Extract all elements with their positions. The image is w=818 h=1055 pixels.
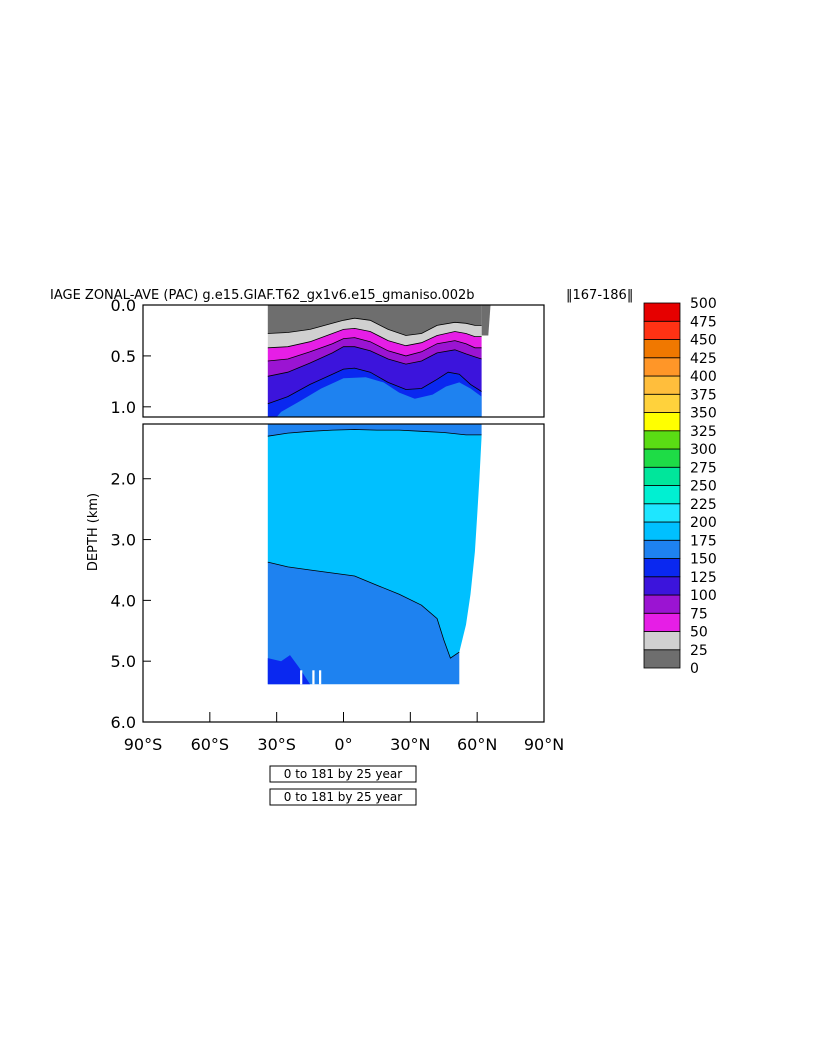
- contour-150: [267, 429, 482, 437]
- colorbar: 0 25 50 75 100 125 150 175 200 225 250 275 300 325 350…: [643, 296, 717, 677]
- land-gap-2: [312, 670, 315, 685]
- y-axis-label: DEPTH (km): [86, 493, 101, 571]
- colorbar-swatch-400: [643, 357, 681, 377]
- colorbar-swatch-0: [643, 649, 681, 669]
- colorbar-label-450: 450: [690, 333, 717, 349]
- upper-y-tick-label-1: 0.5: [111, 347, 136, 366]
- lower-band-deep-patch: [267, 655, 311, 685]
- colorbar-label-75: 75: [690, 606, 708, 622]
- colorbar-label-25: 25: [690, 643, 708, 659]
- contour-25: [267, 317, 482, 336]
- colorbar-swatch-475: [643, 302, 681, 322]
- upper-y-axis: 0.0 0.5 1.0: [111, 296, 151, 417]
- contour-100: [267, 346, 482, 377]
- colorbar-label-100: 100: [690, 588, 717, 604]
- colorbar-swatch-325: [643, 412, 681, 432]
- colorbar-label-275: 275: [690, 460, 717, 476]
- colorbar-label-200: 200: [690, 515, 717, 531]
- colorbar-label-150: 150: [690, 552, 717, 568]
- colorbar-label-0: 0: [690, 661, 699, 677]
- colorbar-label-175: 175: [690, 533, 717, 549]
- band-0-25: [267, 305, 482, 336]
- period-box-2: 0 to 181 by 25 year: [269, 788, 417, 806]
- colorbar-label-50: 50: [690, 625, 708, 641]
- colorbar-swatch-450: [643, 320, 681, 340]
- x-tick-label-0: 90°S: [124, 735, 163, 754]
- lower-band-175-200: [267, 429, 482, 659]
- colorbar-label-125: 125: [690, 570, 717, 586]
- contour-75: [267, 337, 482, 362]
- lower-band-deep: [267, 562, 460, 685]
- lower-y-tick-label-1: 3.0: [111, 531, 136, 550]
- colorbar-label-325: 325: [690, 424, 717, 440]
- colorbar-label-350: 350: [690, 406, 717, 422]
- period-label-2: 0 to 181 by 25 year: [284, 790, 402, 804]
- period-box-1: 0 to 181 by 25 year: [269, 765, 417, 783]
- upper-y-tick-label-0: 0.0: [111, 296, 136, 315]
- colorbar-swatch-350: [643, 393, 681, 413]
- colorbar-swatch-150: [643, 539, 681, 559]
- x-tick-label-3: 0°: [334, 735, 352, 754]
- land-gap-3: [318, 670, 322, 685]
- period-label-1: 0 to 181 by 25 year: [284, 767, 402, 781]
- colorbar-label-250: 250: [690, 479, 717, 495]
- x-tick-label-4: 30°N: [390, 735, 430, 754]
- lower-y-axis: 2.0 3.0 4.0 5.0 6.0: [111, 470, 151, 732]
- lower-y-tick-label-0: 2.0: [111, 470, 136, 489]
- band-150-175: [276, 377, 482, 417]
- lower-band-150-175: [267, 424, 482, 437]
- x-axis: 90°S 60°S 30°S 0° 30°N 60°N 90°N: [124, 712, 564, 754]
- colorbar-swatch-300: [643, 430, 681, 450]
- band-75-100: [267, 337, 482, 377]
- lower-y-tick-label-4: 6.0: [111, 713, 136, 732]
- colorbar-label-375: 375: [690, 387, 717, 403]
- x-tick-label-1: 60°S: [191, 735, 230, 754]
- lower-y-tick-label-3: 5.0: [111, 652, 136, 671]
- colorbar-swatch-175: [643, 521, 681, 541]
- contour-175: [267, 561, 460, 659]
- contour-125: [267, 367, 482, 405]
- band-25-50: [267, 318, 482, 348]
- colorbar-swatch-25: [643, 631, 681, 651]
- lower-y-tick-label-2: 4.0: [111, 591, 136, 610]
- band-100-125: [267, 346, 482, 404]
- x-tick-label-6: 90°N: [524, 735, 564, 754]
- land-gap-1: [300, 670, 303, 685]
- upper-panel-field: [267, 305, 491, 417]
- contour-50: [267, 327, 482, 349]
- colorbar-swatch-100: [643, 576, 681, 596]
- colorbar-label-425: 425: [690, 351, 717, 367]
- colorbar-swatch-425: [643, 339, 681, 359]
- lower-panel-contours: [267, 429, 482, 659]
- lower-panel-field: [267, 424, 482, 685]
- chart-title-years: ‖167-186‖: [566, 288, 633, 303]
- x-tick-label-5: 60°N: [457, 735, 497, 754]
- colorbar-swatch-75: [643, 594, 681, 614]
- colorbar-label-300: 300: [690, 442, 717, 458]
- colorbar-swatch-250: [643, 466, 681, 486]
- chart-title: IAGE ZONAL-AVE (PAC) g.e15.GIAF.T62_gx1v…: [50, 288, 475, 303]
- band-50-75: [267, 328, 482, 361]
- upper-y-tick-label-2: 1.0: [111, 398, 136, 417]
- x-tick-label-2: 30°S: [257, 735, 296, 754]
- upper-panel-contours: [267, 317, 482, 405]
- colorbar-swatch-275: [643, 448, 681, 468]
- colorbar-label-225: 225: [690, 497, 717, 513]
- upper-panel-frame: [142, 304, 545, 418]
- colorbar-swatch-225: [643, 485, 681, 505]
- band-150-175-b: [298, 406, 458, 417]
- colorbar-label-500: 500: [690, 296, 717, 312]
- colorbar-label-475: 475: [690, 314, 717, 330]
- colorbar-swatch-125: [643, 558, 681, 578]
- colorbar-swatch-50: [643, 612, 681, 632]
- colorbar-swatch-375: [643, 375, 681, 395]
- colorbar-label-400: 400: [690, 369, 717, 385]
- colorbar-swatch-200: [643, 503, 681, 523]
- band-0-25-edge: [481, 305, 491, 336]
- lower-band-east: [443, 436, 482, 653]
